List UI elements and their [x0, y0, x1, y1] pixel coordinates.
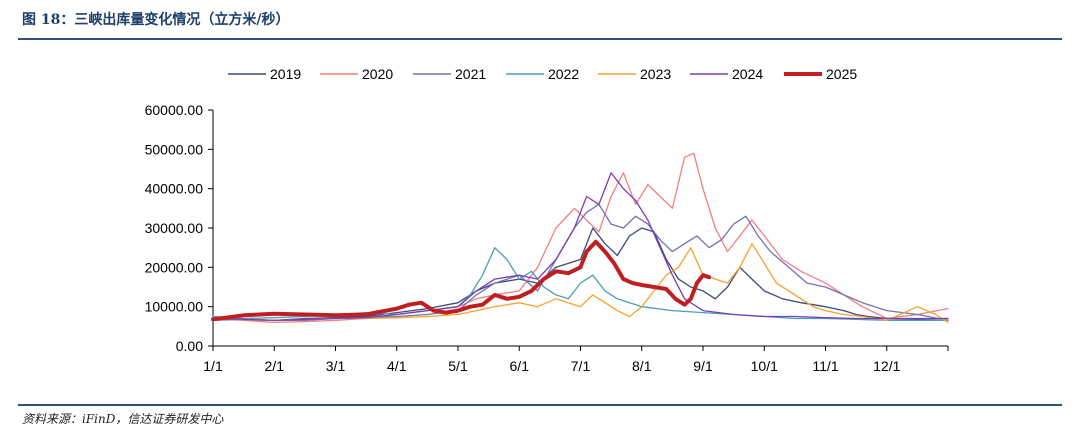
x-tick-label: 6/1	[510, 358, 530, 374]
x-tick-label: 2/1	[265, 358, 285, 374]
legend-label-2024: 2024	[732, 66, 763, 82]
x-tick-label: 4/1	[387, 358, 407, 374]
x-tick-label: 7/1	[571, 358, 591, 374]
axes: 0.00 10000.00 20000.00 30000.00 40000.00 5000…	[145, 102, 949, 374]
legend-label-2025: 2025	[826, 66, 857, 82]
series-line-2024	[212, 172, 949, 322]
series-group	[211, 152, 949, 324]
x-tick-label: 12/1	[873, 358, 900, 374]
legend-label-2021: 2021	[455, 66, 486, 82]
source-note: 资料来源：iFinD，信达证券研发中心	[22, 412, 224, 426]
x-tick-label: 9/1	[693, 358, 713, 374]
figure-title: 图 18：三峡出库量变化情况（立方米/秒）	[22, 12, 290, 28]
line-chart: 2019 2020 2021 2022 2023 2024 2025 0.00 10000.0…	[145, 66, 949, 374]
y-tick-label: 60000.00	[145, 102, 204, 118]
y-tick-label: 0.00	[176, 338, 203, 354]
series-line-2020	[212, 152, 949, 324]
y-tick-label: 20000.00	[145, 259, 204, 275]
x-tick-label: 3/1	[326, 358, 346, 374]
legend-label-2023: 2023	[640, 66, 671, 82]
x-tick-label: 5/1	[448, 358, 468, 374]
x-tick-label: 1/1	[203, 358, 223, 374]
x-tick-label: 11/1	[812, 358, 838, 374]
y-tick-label: 50000.00	[145, 141, 204, 157]
legend-label-2022: 2022	[548, 66, 579, 82]
x-tick-label: 10/1	[751, 358, 778, 374]
legend-label-2020: 2020	[362, 66, 393, 82]
series-line-2023	[212, 243, 949, 324]
y-tick-label: 30000.00	[145, 220, 204, 236]
series-line-2019	[212, 227, 949, 322]
legend-label-2019: 2019	[270, 66, 301, 82]
x-tick-label: 8/1	[632, 358, 652, 374]
bottom-divider	[18, 404, 1062, 406]
top-divider	[18, 38, 1062, 40]
y-tick-label: 40000.00	[145, 181, 204, 197]
series-line-2021	[212, 203, 949, 322]
series-line-2025	[211, 239, 712, 322]
y-tick-label: 10000.00	[145, 299, 204, 315]
legend: 2019 2020 2021 2022 2023 2024 2025	[228, 66, 857, 82]
